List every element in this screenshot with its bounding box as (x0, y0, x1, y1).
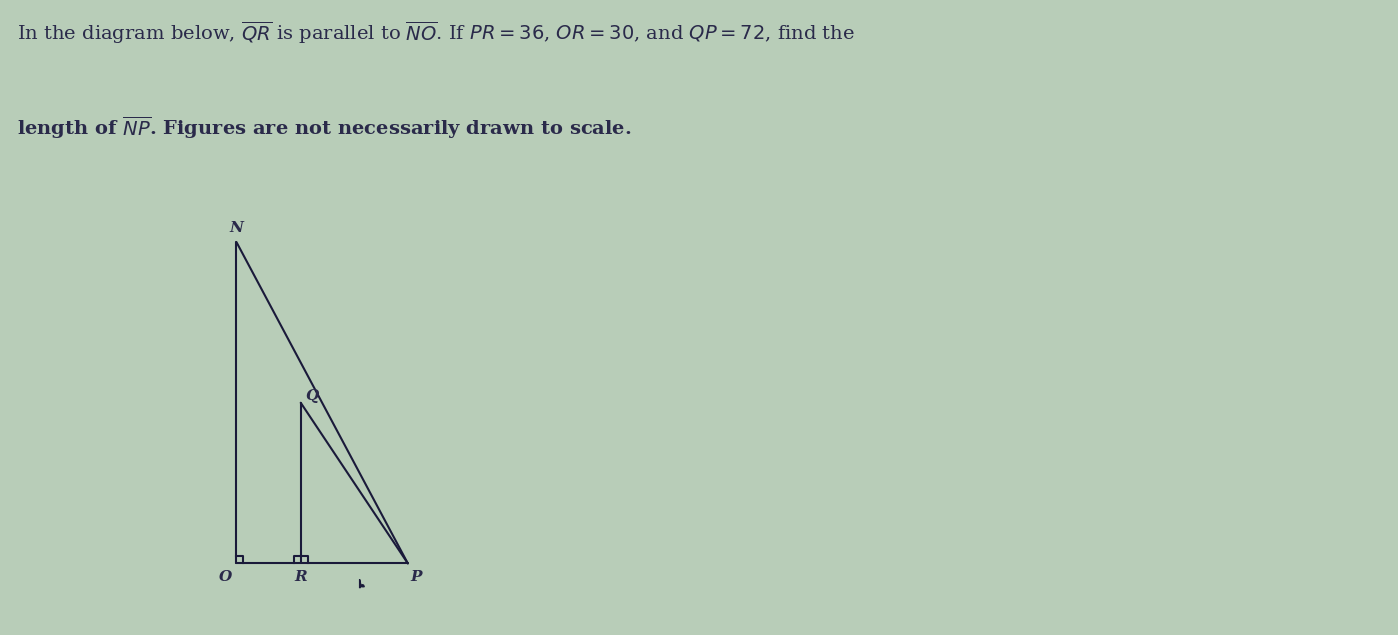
Text: O: O (219, 570, 232, 584)
Text: length of $\overline{NP}$. Figures are not necessarily drawn to scale.: length of $\overline{NP}$. Figures are n… (17, 114, 632, 141)
Polygon shape (359, 580, 365, 588)
Text: P: P (411, 570, 422, 584)
Text: In the diagram below, $\overline{QR}$ is parallel to $\overline{NO}$. If $PR = 3: In the diagram below, $\overline{QR}$ is… (17, 19, 854, 46)
Text: R: R (295, 570, 308, 584)
Text: Q: Q (305, 389, 319, 403)
Text: N: N (229, 221, 243, 235)
